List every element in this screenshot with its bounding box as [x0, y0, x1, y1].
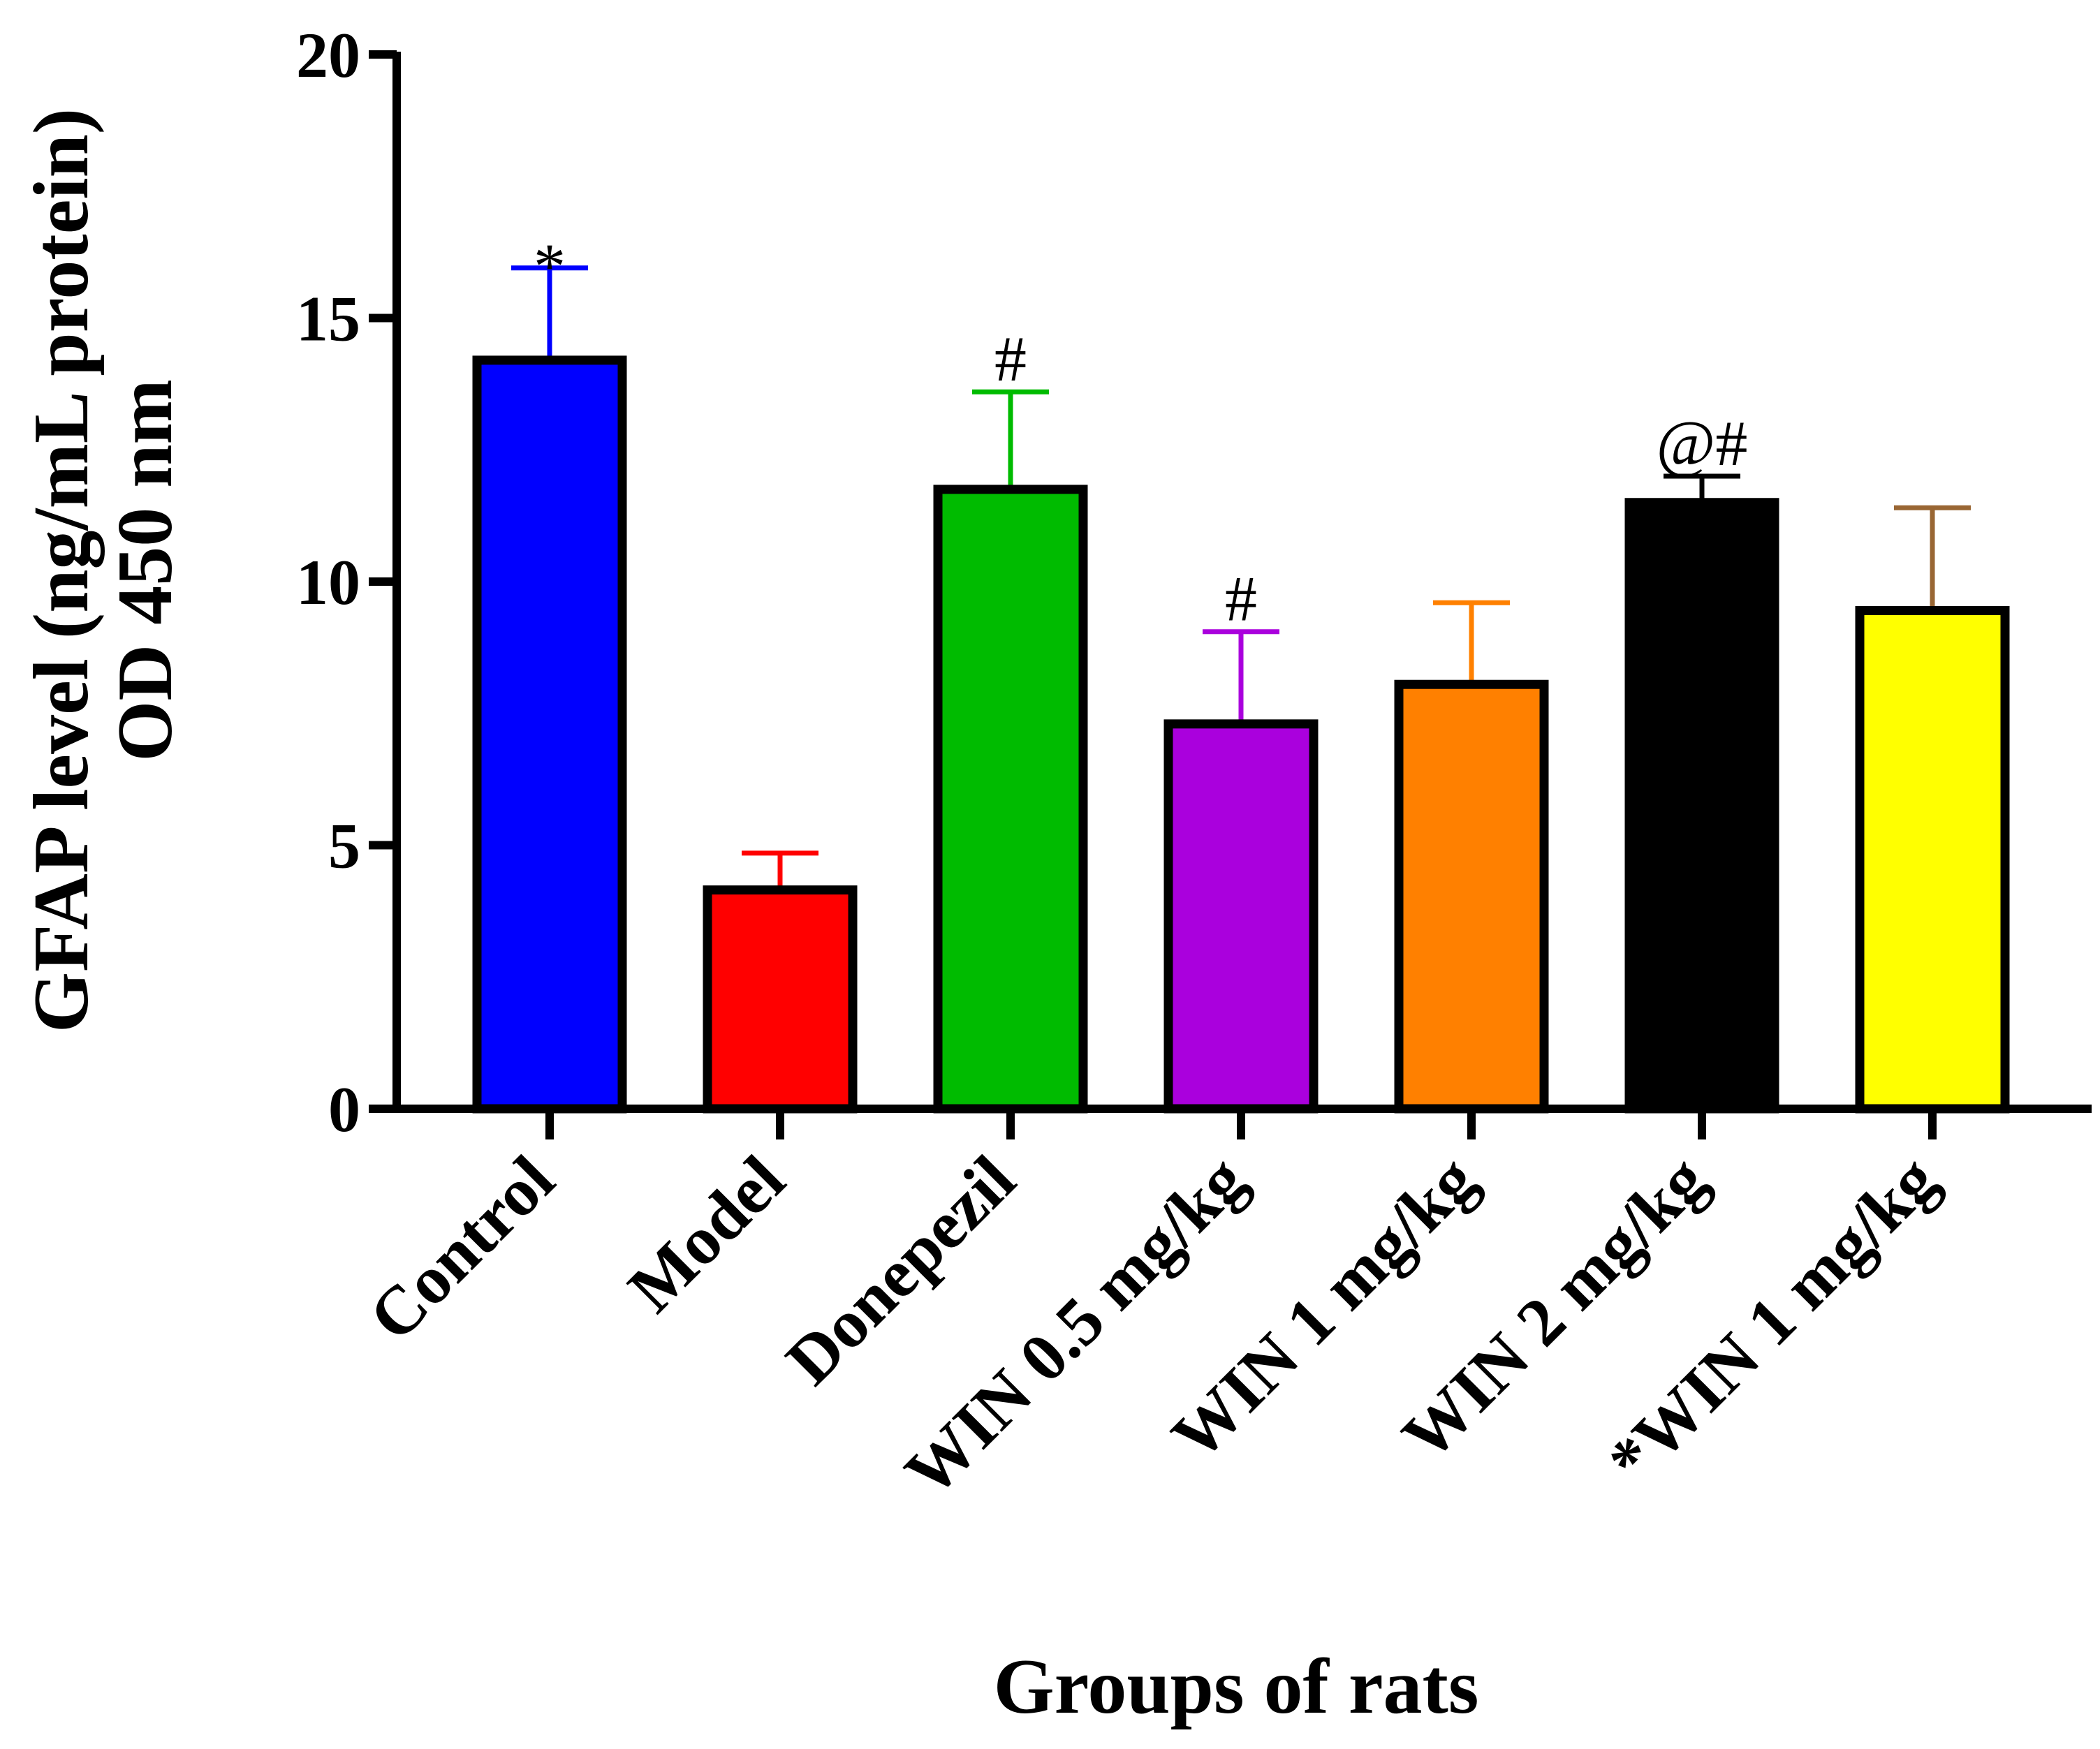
- y-axis-title: GFAP level (ng/mL protein) OD 450 nm: [18, 108, 189, 1033]
- y-axis-title-line2: OD 450 nm: [102, 379, 189, 762]
- x-tick-label: Control: [355, 1142, 568, 1355]
- bar: [1163, 719, 1319, 1114]
- y-axis-title-line1: GFAP level (ng/mL protein): [18, 108, 105, 1033]
- y-tick-label: 20: [296, 20, 360, 91]
- y-tick-label: 10: [296, 547, 360, 618]
- y-tick-label: 15: [296, 283, 360, 355]
- bar: [1855, 606, 2010, 1114]
- bar: [933, 485, 1088, 1114]
- bar: [472, 355, 627, 1114]
- significance-label: #: [994, 323, 1027, 394]
- significance-label: #: [1225, 563, 1257, 635]
- x-tick-label: Model: [615, 1142, 800, 1327]
- x-axis-title: Groups of rats: [994, 1644, 1479, 1730]
- significance-label: @#: [1657, 408, 1748, 479]
- bar: [1394, 679, 1549, 1114]
- bar: [1624, 498, 1779, 1114]
- significance-label: *: [534, 230, 566, 302]
- bar: [703, 885, 858, 1114]
- y-tick-label: 5: [328, 811, 360, 882]
- y-tick-label: 0: [328, 1074, 360, 1145]
